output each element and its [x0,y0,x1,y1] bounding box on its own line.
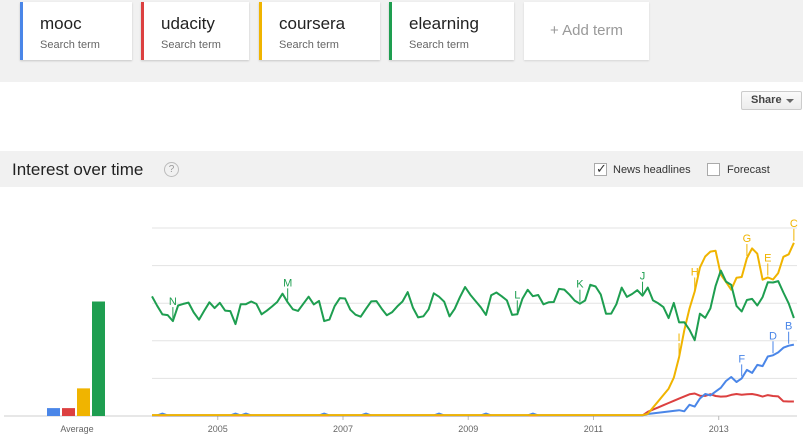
term-card-elearning[interactable]: elearning Search term [389,2,514,60]
average-bar-coursera [77,388,90,416]
annotation-E: E [764,252,771,264]
annotation-F: F [738,353,745,365]
annotation-N: N [169,296,177,308]
series-line-mooc [152,343,795,417]
term-sublabel: Search term [279,39,339,51]
annotation-H: H [691,266,699,278]
x-tick-label: 2011 [584,424,603,434]
section-title: Interest over time [12,160,144,179]
help-icon[interactable]: ? [164,162,179,177]
annotation-G: G [743,233,752,245]
annotation-B: B [785,321,792,333]
share-button[interactable]: Share [741,91,802,110]
x-tick-label: 2007 [333,424,353,434]
x-tick-label: 2005 [208,424,228,434]
term-sublabel: Search term [409,39,469,51]
forecast-label: Forecast [727,164,770,176]
interest-over-time-header: Interest over time ? ✓ News headlines Fo… [0,151,803,187]
term-label: udacity [161,14,215,33]
annotation-K: K [576,279,584,291]
average-bar-mooc [47,408,60,416]
term-color-bar [20,2,23,60]
term-color-bar [141,2,144,60]
news-headlines-checkbox[interactable]: ✓ [594,161,607,176]
average-bar-udacity [62,408,75,416]
annotation-M: M [283,277,292,289]
average-bar-elearning [92,301,105,416]
share-label: Share [751,94,782,106]
news-headlines-label: News headlines [613,164,691,176]
term-card-udacity[interactable]: udacity Search term [141,2,249,60]
series-line-coursera [152,242,795,417]
term-sublabel: Search term [40,39,100,51]
series-line-elearning [151,269,795,342]
add-term-button[interactable]: + Add term [524,2,649,60]
term-card-mooc[interactable]: mooc Search term [20,2,132,60]
x-tick-label: 2013 [709,424,729,434]
term-color-bar [389,2,392,60]
annotation-J: J [640,271,646,283]
annotation-I: I [678,332,681,344]
checkmark-icon: ✓ [596,161,607,176]
term-color-bar [259,2,262,60]
term-label: mooc [40,14,82,33]
term-card-coursera[interactable]: coursera Search term [259,2,380,60]
x-tick-label: 2009 [458,424,478,434]
annotation-C: C [790,218,798,230]
term-label: coursera [279,14,346,33]
annotation-D: D [769,330,777,342]
forecast-checkbox[interactable] [707,163,720,176]
average-label: Average [60,424,93,434]
chevron-down-icon [786,99,794,103]
annotation-L: L [514,289,520,301]
term-sublabel: Search term [161,39,221,51]
series-line-udacity [152,392,794,417]
term-label: elearning [409,14,479,33]
